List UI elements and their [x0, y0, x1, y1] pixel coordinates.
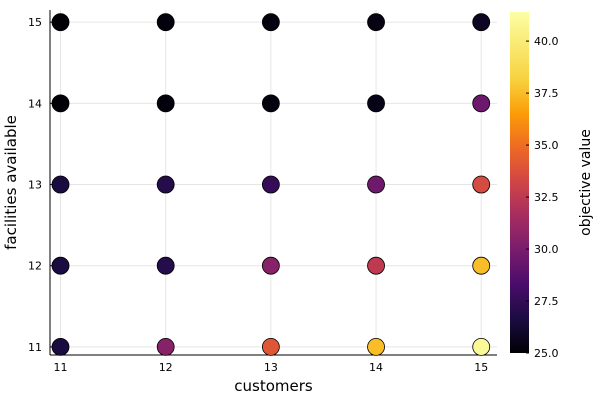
- data-point: [156, 175, 175, 194]
- colorbar-tick-label: 32.5: [534, 191, 559, 204]
- data-point: [261, 175, 280, 194]
- colorbar-gradient: [510, 12, 529, 353]
- data-point: [261, 13, 280, 32]
- data-point: [156, 256, 175, 275]
- axes: 11 12 13 14 15 11 12 13 14 15: [28, 10, 497, 374]
- data-point: [367, 175, 385, 194]
- colorbar-tick-label: 37.5: [534, 87, 559, 100]
- y-tick-label: 14: [28, 97, 42, 110]
- data-points: [51, 13, 491, 356]
- data-point: [472, 256, 491, 275]
- y-tick-label: 15: [28, 16, 42, 29]
- data-point: [51, 256, 70, 275]
- colorbar: 25.0 27.5 30.0 32.5 35.0 37.5 40.0: [510, 12, 559, 360]
- x-tick-label: 15: [474, 361, 488, 374]
- colorbar-tick-label: 27.5: [534, 295, 559, 308]
- colorbar-tick-label: 30.0: [534, 243, 559, 256]
- data-point: [261, 337, 280, 356]
- colorbar-tick-label: 35.0: [534, 139, 559, 152]
- data-point: [156, 13, 175, 32]
- x-tick-label: 14: [369, 361, 383, 374]
- data-point: [367, 13, 385, 32]
- x-tick-label: 11: [54, 361, 68, 374]
- colorbar-tick-label: 25.0: [534, 347, 559, 360]
- colorbar-tick-label: 40.0: [534, 35, 559, 48]
- data-point: [472, 175, 491, 194]
- y-tick-label: 11: [28, 341, 42, 354]
- colorbar-label: objective value: [578, 129, 594, 236]
- data-point: [156, 337, 175, 356]
- data-point: [51, 13, 70, 32]
- data-point: [367, 256, 385, 275]
- x-tick-label: 13: [264, 361, 278, 374]
- data-point: [472, 337, 491, 356]
- y-tick-label: 13: [28, 179, 42, 192]
- data-point: [472, 13, 491, 32]
- x-tick-label: 12: [159, 361, 173, 374]
- data-point: [51, 337, 70, 356]
- data-point: [367, 337, 385, 356]
- data-point: [51, 94, 70, 113]
- data-point: [261, 94, 280, 113]
- data-point: [367, 94, 385, 113]
- data-point: [156, 94, 175, 113]
- data-point: [51, 175, 70, 194]
- y-axis-label: facilities available: [2, 115, 20, 250]
- data-point: [472, 94, 491, 113]
- y-tick-label: 12: [28, 260, 42, 273]
- x-axis-label: customers: [234, 377, 313, 395]
- data-point: [261, 256, 280, 275]
